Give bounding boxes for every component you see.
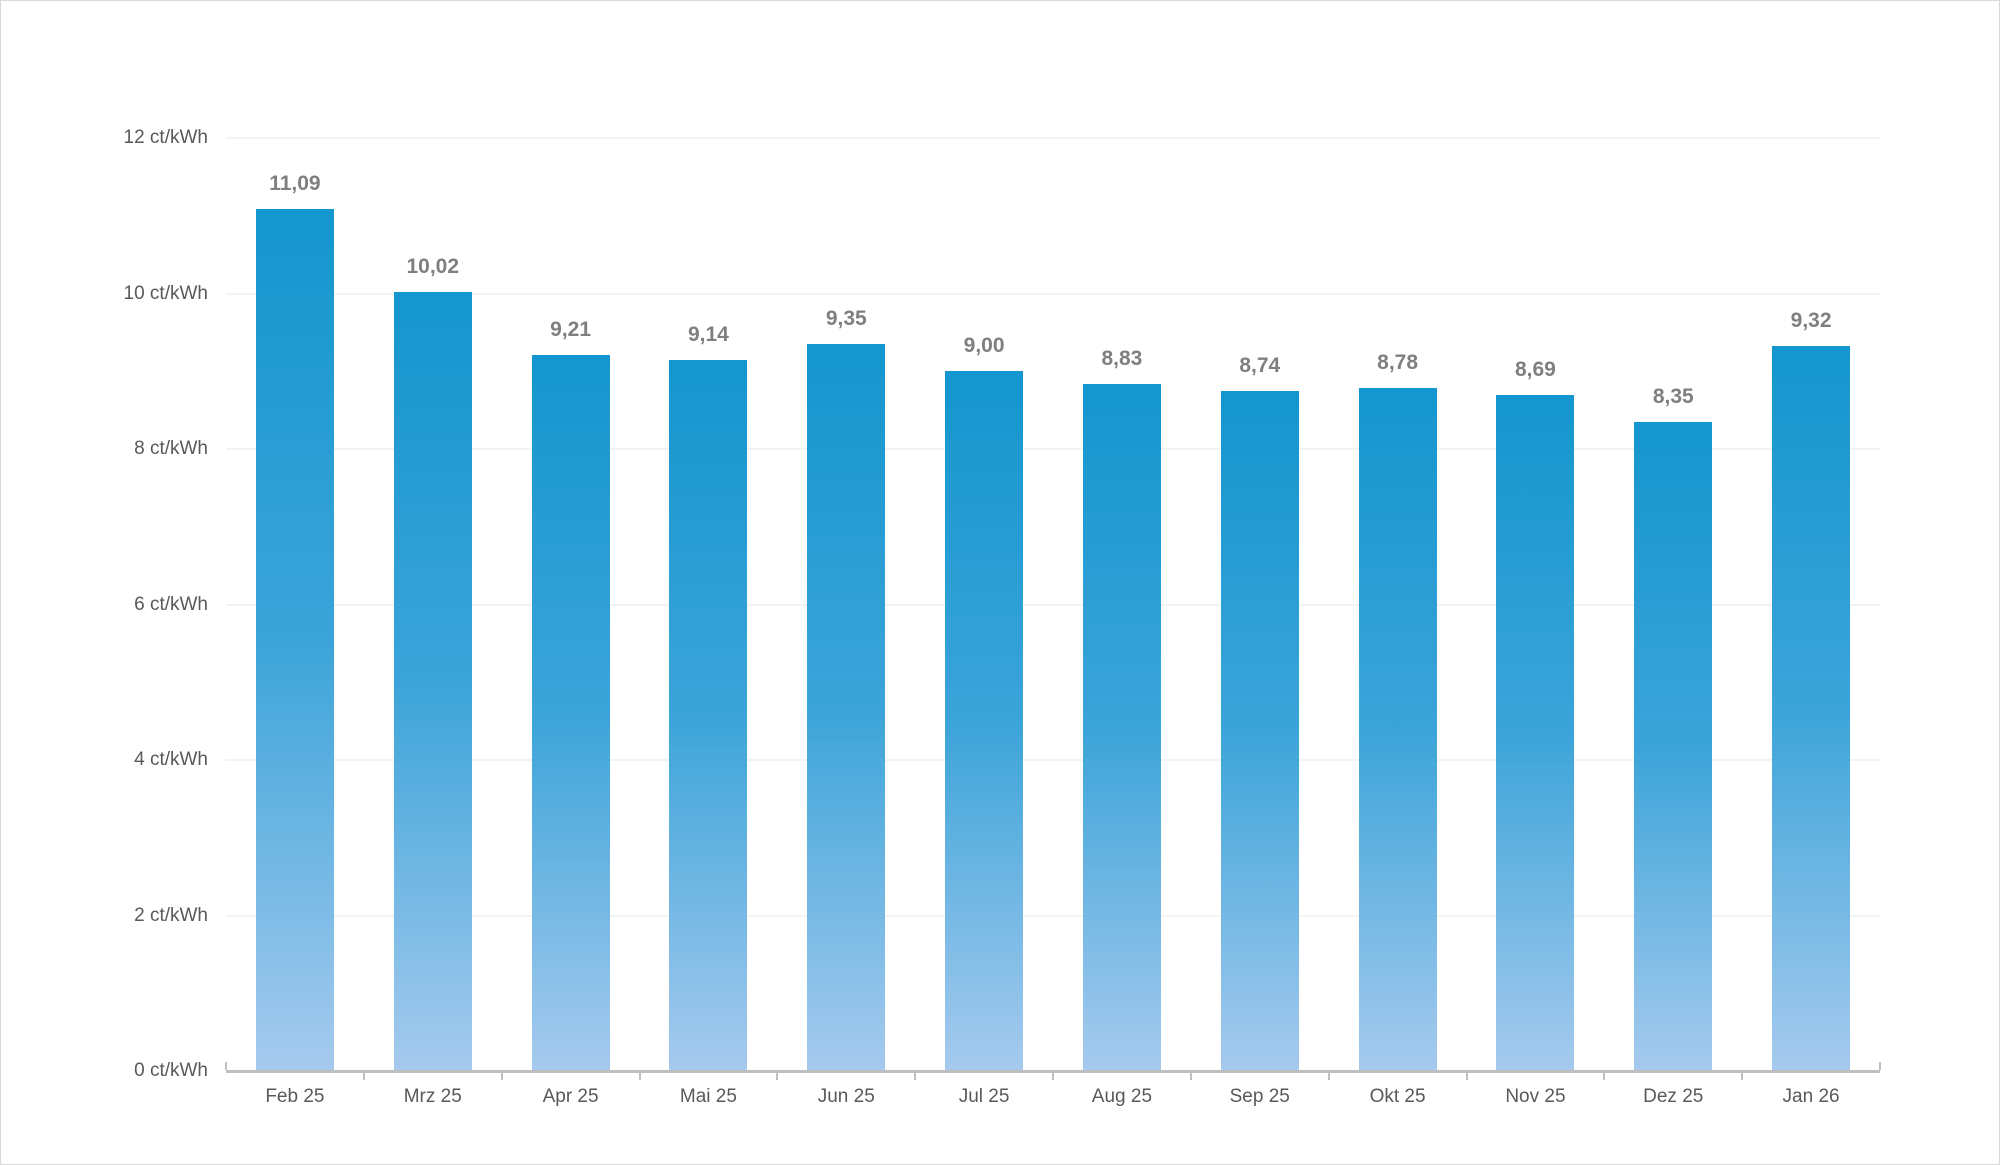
bar (1634, 421, 1713, 1071)
bar (1772, 346, 1851, 1071)
bar-value-label: 8,78 (1377, 351, 1419, 375)
y-axis-tick-label: 2 ct/kWh (134, 904, 208, 926)
x-axis-tick-label: Dez 25 (1643, 1086, 1704, 1107)
y-axis-tick-label: 12 ct/kWh (123, 127, 208, 148)
bar (1220, 391, 1299, 1071)
x-axis-line (226, 1070, 1880, 1073)
axis-tick (362, 1072, 365, 1080)
bar-value-label: 9,35 (825, 307, 867, 331)
axis-end-tick (225, 1062, 227, 1070)
x-axis-tick-label: Nov 25 (1505, 1086, 1566, 1107)
bar-value-label: 9,32 (1790, 309, 1832, 333)
bar (531, 354, 610, 1071)
gridline (226, 292, 1880, 295)
y-axis-tick-label: 6 ct/kWh (134, 593, 208, 615)
gridline (226, 914, 1880, 917)
bar (669, 360, 748, 1071)
y-axis-tick-label: 8 ct/kWh (134, 438, 208, 459)
x-axis-tick-label: Jul 25 (958, 1086, 1010, 1107)
x-axis-tick-label: Aug 25 (1091, 1086, 1153, 1107)
axis-tick (638, 1072, 641, 1080)
gridline (226, 759, 1880, 761)
bar (255, 208, 334, 1071)
gridline (226, 448, 1880, 450)
bar-value-label: 10,02 (406, 254, 460, 278)
bar-value-label: 9,14 (687, 323, 729, 347)
bar-value-label: 9,21 (550, 317, 592, 341)
bar-value-label: 9,00 (963, 334, 1005, 358)
gridline (226, 603, 1880, 606)
bar (1358, 388, 1437, 1071)
bar-value-label: 8,69 (1514, 358, 1556, 382)
x-axis-tick-label: Jan 26 (1782, 1086, 1840, 1107)
gridline (226, 137, 1880, 139)
axis-tick (1465, 1072, 1468, 1080)
axis-tick (1052, 1072, 1054, 1080)
axis-tick (914, 1072, 917, 1080)
axis-tick (1741, 1072, 1744, 1080)
bar (1496, 395, 1575, 1071)
axis-tick (500, 1072, 503, 1080)
axis-tick (776, 1072, 779, 1080)
bar-value-label: 8,83 (1101, 347, 1143, 371)
bar (945, 371, 1024, 1071)
bar (1082, 384, 1161, 1071)
bar-value-label: 8,35 (1652, 384, 1694, 408)
bar (393, 291, 472, 1071)
x-axis-tick-label: Sep 25 (1229, 1086, 1290, 1107)
bar-value-label: 11,09 (269, 171, 321, 195)
axis-tick (1189, 1072, 1192, 1080)
x-axis-tick-label: Apr 25 (542, 1086, 599, 1107)
y-axis-tick-label: 4 ct/kWh (134, 749, 208, 770)
x-axis-tick-label: Okt 25 (1369, 1086, 1426, 1107)
axis-end-tick (1879, 1062, 1881, 1070)
x-axis-tick-label: Mai 25 (679, 1086, 737, 1107)
y-axis-tick-label: 10 ct/kWh (123, 282, 208, 304)
x-axis-tick-label: Feb 25 (265, 1086, 325, 1107)
axis-tick (1603, 1072, 1606, 1080)
bar-value-label: 8,74 (1239, 354, 1281, 378)
bar (807, 344, 886, 1071)
y-axis-tick-label: 0 ct/kWh (134, 1060, 208, 1081)
x-axis-tick-label: Jun 25 (817, 1086, 875, 1107)
x-axis-tick-label: Mrz 25 (403, 1086, 462, 1107)
axis-tick (1327, 1072, 1330, 1080)
